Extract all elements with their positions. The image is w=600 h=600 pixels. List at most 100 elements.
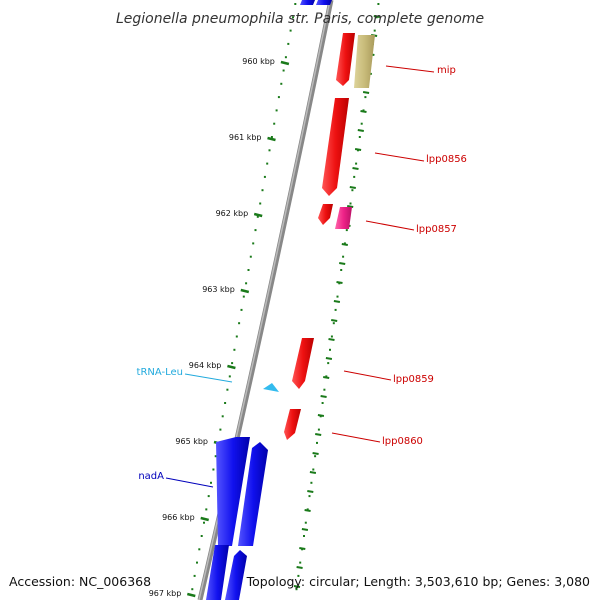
tick-label: 965 kbp	[175, 437, 208, 446]
tick-dot-inner	[277, 96, 280, 99]
gene-mip	[336, 33, 355, 86]
tick-dot-inner	[196, 561, 198, 564]
tick-dot-inner	[275, 109, 278, 112]
tick-dot-inner	[198, 548, 201, 551]
tick-dash-outer	[360, 110, 367, 113]
tick-label: 966 kbp	[162, 513, 195, 522]
gene-reverse-4	[225, 550, 247, 600]
tick-dot-inner	[292, 16, 294, 19]
gene-lpp0857-a	[318, 204, 333, 225]
tick-dot-outer	[353, 175, 356, 178]
tick-label: 960 kbp	[242, 57, 275, 66]
tick-dash-outer	[339, 262, 346, 265]
tick-dash-outer	[293, 585, 301, 588]
tick-dash-outer	[373, 15, 380, 18]
tick-dot-outer	[343, 242, 346, 245]
tick-dash-outer	[296, 566, 303, 569]
tick-dash-outer	[354, 148, 362, 151]
tick-dot-outer	[299, 561, 302, 564]
tick-dot-inner	[193, 574, 196, 577]
tick-dash-outer	[312, 452, 319, 455]
label-trna-leu: tRNA-Leu	[137, 367, 183, 378]
tick-dash-outer	[341, 243, 348, 246]
tick-dot-inner	[261, 189, 264, 192]
tick-dash-outer	[307, 490, 314, 493]
tick-dot-outer	[362, 109, 365, 112]
gene-partial-top-blue-2	[316, 0, 332, 5]
tick-dot-inner	[249, 255, 252, 258]
tick-dot-outer	[360, 122, 363, 125]
tick-dot-outer	[329, 348, 331, 351]
tick-dot-inner	[221, 415, 224, 418]
tick-dash-outer	[347, 205, 354, 208]
tick-dot-inner	[266, 162, 269, 165]
tick-dot-inner	[252, 242, 255, 245]
tick-dot-inner	[259, 202, 262, 205]
tick-label: 961 kbp	[229, 133, 262, 142]
tick-dot-inner	[240, 308, 243, 311]
tick-dot-inner	[233, 348, 236, 351]
tick-dot-inner	[254, 229, 257, 232]
tick-dash-outer	[331, 319, 338, 322]
tick-dot-outer	[312, 468, 315, 471]
tick-dot-outer	[306, 508, 309, 511]
tick-dot-inner	[214, 455, 217, 458]
tick-dash-outer	[336, 281, 343, 284]
tick-dash-outer	[309, 471, 317, 474]
tick-dot-outer	[349, 202, 352, 205]
tick-dot-inner	[270, 136, 273, 138]
tick-dash-outer	[352, 167, 359, 170]
label-nadA: nadA	[138, 471, 164, 482]
leader-nadA	[165, 477, 214, 488]
tick-label: 962 kbp	[216, 209, 249, 218]
tick-dot-outer	[303, 535, 305, 537]
tick-dot-inner	[256, 215, 259, 218]
tick-dash-outer	[325, 357, 333, 360]
tick-dot-outer	[317, 428, 320, 431]
tick-mark	[227, 364, 236, 370]
label-lpp0860: lpp0860	[382, 436, 423, 447]
tick-dot-outer	[336, 295, 339, 298]
tick-dot-inner	[245, 282, 248, 285]
tick-dot-inner	[282, 69, 285, 72]
tick-dot-outer	[332, 322, 335, 325]
tick-dot-inner	[226, 388, 229, 391]
tick-dot-inner	[247, 269, 250, 271]
gene-pseudo-tan	[354, 35, 375, 88]
tick-mark	[267, 136, 276, 142]
tick-dot-outer	[308, 495, 311, 498]
leader-mip	[385, 65, 435, 73]
tick-dash-outer	[323, 376, 330, 379]
leader-lpp0859	[343, 370, 392, 381]
tick-dash-outer	[349, 186, 356, 189]
gene-lpp0860	[284, 409, 301, 440]
tick-dot-outer	[297, 574, 300, 577]
leader-lpp0856	[374, 152, 425, 162]
gene-reverse-2	[238, 442, 268, 546]
tick-mark	[186, 592, 196, 598]
tick-dot-outer	[358, 136, 361, 138]
tick-dash-outer	[357, 129, 364, 132]
tick-dot-outer	[373, 29, 376, 32]
gene-partial-top-blue-1	[300, 0, 315, 5]
tick-dot-inner	[289, 29, 292, 32]
tick-dot-inner	[228, 375, 231, 378]
tick-dot-outer	[304, 521, 307, 524]
tick-dot-outer	[327, 362, 330, 365]
tick-dot-outer	[314, 455, 317, 458]
label-lpp0857: lpp0857	[416, 224, 457, 235]
leader-lpp0857	[365, 220, 415, 231]
tick-dot-inner	[210, 481, 212, 484]
tick-dot-inner	[224, 402, 227, 404]
tick-dash-outer	[301, 528, 309, 531]
tick-dot-inner	[273, 122, 276, 125]
tick-dash-outer	[317, 414, 325, 417]
gene-lpp0857-b	[335, 207, 352, 229]
tick-dot-outer	[355, 162, 358, 165]
gene-track	[206, 0, 375, 600]
tick-dot-outer	[345, 229, 348, 232]
tick-mark	[253, 212, 263, 218]
tick-dot-inner	[203, 521, 205, 524]
tick-dot-outer	[342, 255, 345, 258]
gene-lpp0856	[322, 98, 349, 196]
